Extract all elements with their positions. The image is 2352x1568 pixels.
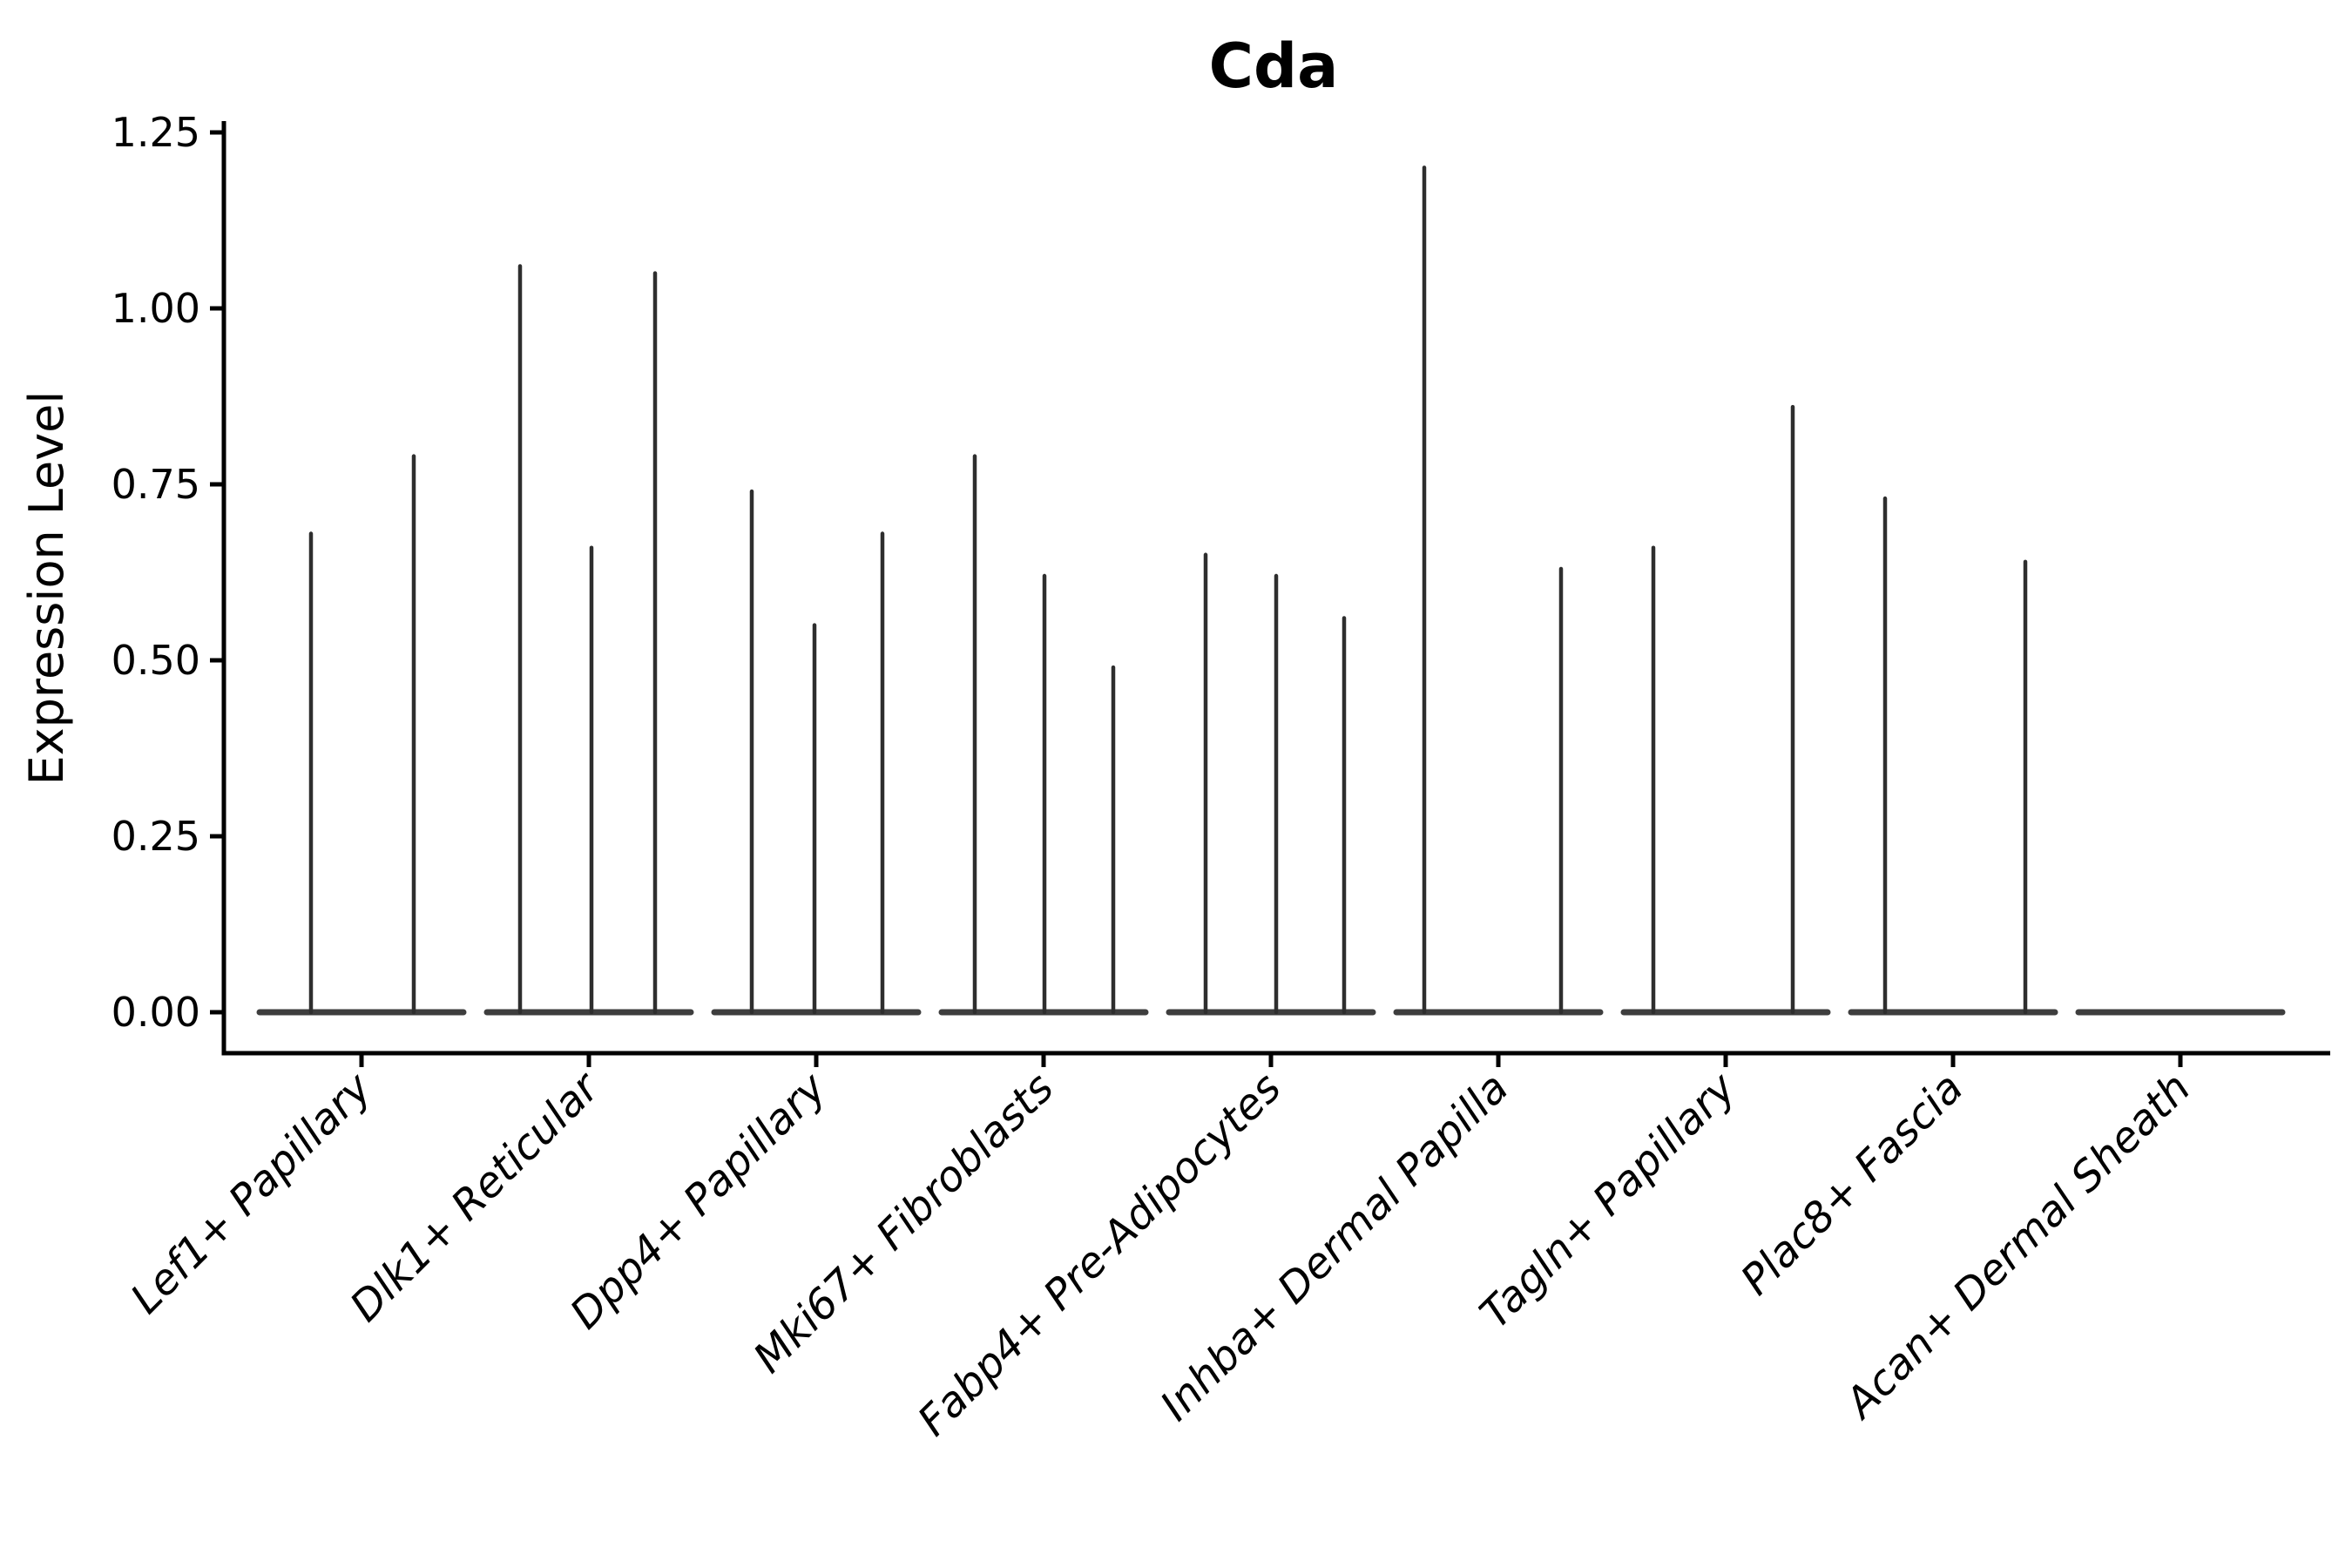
y-tick-label: 0.75	[112, 461, 200, 508]
x-tick-label: Plac8+ Fascia	[1732, 1064, 1973, 1305]
x-tick-label: Dlk1+ Reticular	[341, 1062, 611, 1332]
y-tick-label: 1.00	[112, 285, 200, 332]
y-axis-label: Expression Level	[19, 391, 74, 786]
chart-layer: 0.00 0.25 0.50 0.75 1.00 1.25 Lef1+ PapillaryD…	[112, 109, 2330, 1445]
y-tick-label: 1.25	[112, 109, 200, 156]
y-tick-label: 0.00	[112, 989, 200, 1036]
x-tick-label: Tagln+ Papillary	[1470, 1063, 1746, 1338]
x-tick-label: Lef1+ Papillary	[121, 1063, 382, 1323]
y-tick-label: 0.25	[112, 813, 200, 860]
plot-title: Cda	[1209, 30, 1339, 102]
x-tick-label: Fabp4+ Pre-Adipocytes	[909, 1064, 1291, 1446]
y-tick-label: 0.50	[112, 637, 200, 684]
